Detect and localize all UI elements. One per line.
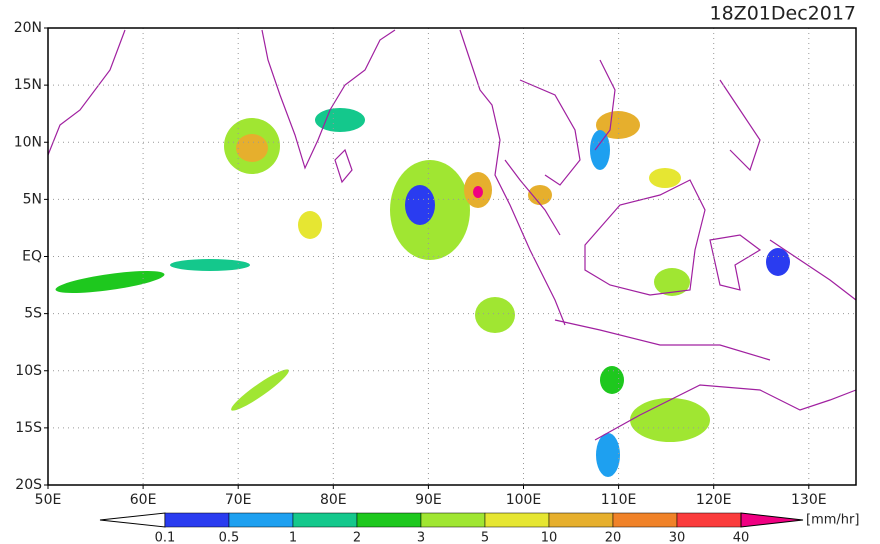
rain-cell <box>528 185 552 205</box>
lon-label: 100E <box>506 492 542 508</box>
lat-label: 20N <box>14 20 42 36</box>
coastline <box>719 79 761 172</box>
lon-label: 60E <box>130 492 157 508</box>
rain-cell <box>405 185 435 225</box>
map-area <box>47 27 857 486</box>
colorbar-label: 0.1 <box>155 531 176 544</box>
colorbar-label: 20 <box>605 531 622 544</box>
colorbar-box <box>420 512 486 528</box>
lon-label: 110E <box>601 492 637 508</box>
colorbar-box <box>292 512 358 528</box>
rain-cell <box>590 130 610 170</box>
colorbar-box <box>164 512 230 528</box>
coastline <box>584 179 706 296</box>
lon-label: 70E <box>225 492 252 508</box>
colorbar-box <box>228 512 294 528</box>
rain-cell <box>170 259 250 271</box>
rain-cell <box>649 168 681 188</box>
colorbar-label: 30 <box>669 531 686 544</box>
lat-label: 5S <box>24 306 42 322</box>
lon-label: 130E <box>791 492 827 508</box>
lat-label: 10S <box>15 363 42 379</box>
lon-label: 80E <box>320 492 347 508</box>
rain-cell <box>55 270 165 294</box>
colorbar-label: 40 <box>733 531 750 544</box>
lat-label: 5N <box>23 191 42 207</box>
coastline <box>459 29 566 326</box>
coastlines <box>47 29 857 441</box>
coastline <box>519 79 581 186</box>
lat-label: 15S <box>15 420 42 436</box>
rain-cell <box>298 211 322 239</box>
map-title: 18Z01Dec2017 <box>710 3 857 25</box>
rain-cell <box>231 369 289 411</box>
coastline <box>261 29 396 170</box>
coastline <box>47 29 126 156</box>
colorbar-box <box>548 512 614 528</box>
rain-cell <box>236 134 268 162</box>
coastline <box>709 234 762 291</box>
colorbar-box <box>676 512 742 528</box>
lat-label: 15N <box>14 77 42 93</box>
rain-cell <box>600 366 624 394</box>
colorbar-label: 10 <box>541 531 558 544</box>
coastline <box>554 319 771 361</box>
colorbar-label: 1 <box>289 531 297 544</box>
rain-cell <box>596 111 640 139</box>
lat-label: 20S <box>15 477 42 493</box>
coastline <box>334 148 353 184</box>
rain-cell <box>654 268 690 296</box>
coastline <box>504 159 561 236</box>
colorbar-over <box>740 512 804 528</box>
rain-cell <box>766 248 790 276</box>
colorbar-box <box>484 512 550 528</box>
lon-label: 90E <box>415 492 442 508</box>
precipitation-field <box>55 108 790 477</box>
map-background <box>48 28 856 485</box>
lat-label: EQ <box>22 249 42 265</box>
lat-label: 10N <box>14 134 42 150</box>
colorbar-label: 0.5 <box>219 531 240 544</box>
rain-cell <box>315 108 365 132</box>
lon-label: 120E <box>696 492 732 508</box>
graticule <box>48 28 856 485</box>
colorbar-label: 5 <box>481 531 489 544</box>
colorbar-label: 2 <box>353 531 361 544</box>
colorbar-box <box>356 512 422 528</box>
lon-label: 50E <box>35 492 62 508</box>
coastline <box>594 59 616 151</box>
colorbar-box <box>612 512 678 528</box>
rain-cell <box>630 398 710 442</box>
rain-cell <box>473 186 483 198</box>
colorbar-label: 3 <box>417 531 425 544</box>
coastline <box>594 384 857 441</box>
colorbar-under <box>99 512 166 528</box>
rain-cell <box>596 433 620 477</box>
coastline <box>769 239 857 301</box>
colorbar-unit: [mm/hr] <box>806 513 859 528</box>
rain-cell <box>475 297 515 333</box>
